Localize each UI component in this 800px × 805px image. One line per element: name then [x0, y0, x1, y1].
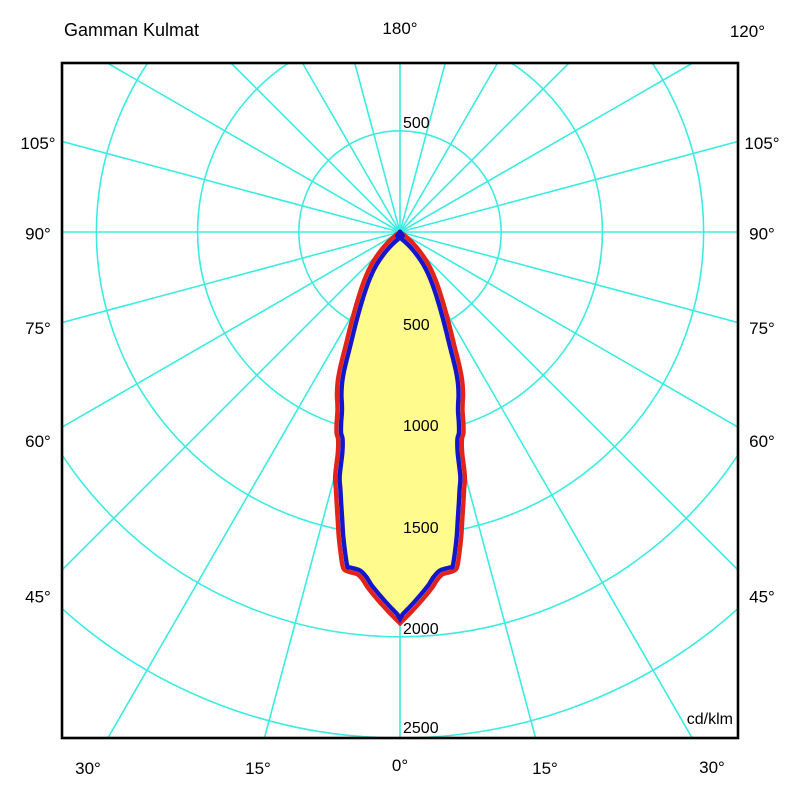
svg-text:0°: 0° — [392, 756, 408, 775]
svg-text:15°: 15° — [245, 759, 271, 778]
svg-text:105°: 105° — [20, 134, 55, 153]
svg-text:30°: 30° — [699, 758, 725, 777]
svg-text:Gamman Kulmat: Gamman Kulmat — [64, 20, 199, 40]
svg-text:500: 500 — [403, 115, 430, 132]
svg-text:90°: 90° — [749, 225, 775, 244]
svg-text:15°: 15° — [532, 759, 558, 778]
svg-text:2000: 2000 — [403, 621, 439, 638]
svg-text:75°: 75° — [749, 319, 775, 338]
svg-text:cd/klm: cd/klm — [687, 711, 733, 728]
svg-text:75°: 75° — [25, 319, 51, 338]
svg-text:45°: 45° — [749, 588, 775, 607]
svg-text:30°: 30° — [75, 759, 101, 778]
svg-text:60°: 60° — [25, 432, 51, 451]
svg-text:180°: 180° — [382, 19, 417, 38]
svg-text:90°: 90° — [25, 225, 51, 244]
svg-text:120°: 120° — [730, 22, 765, 41]
svg-text:2500: 2500 — [403, 720, 439, 737]
svg-text:60°: 60° — [749, 432, 775, 451]
svg-text:1000: 1000 — [403, 418, 439, 435]
svg-text:1500: 1500 — [403, 520, 439, 537]
svg-text:45°: 45° — [25, 588, 51, 607]
svg-text:105°: 105° — [744, 134, 779, 153]
svg-text:500: 500 — [403, 317, 430, 334]
